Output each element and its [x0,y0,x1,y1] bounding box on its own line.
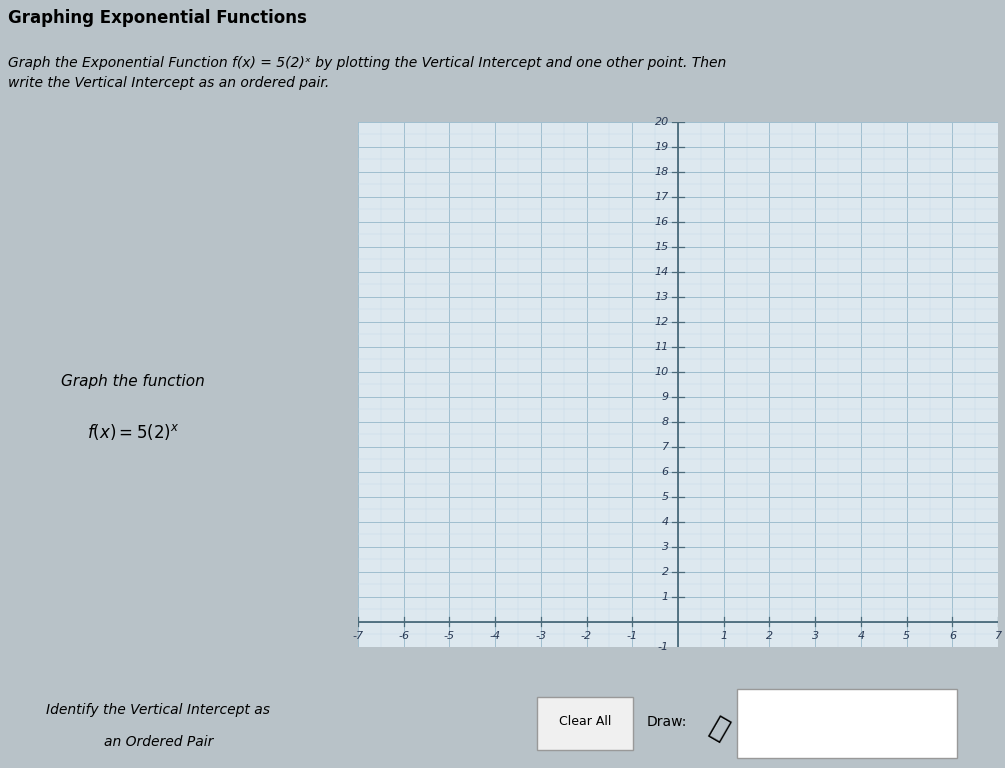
Text: 3: 3 [661,542,669,552]
Text: 13: 13 [654,292,669,302]
Text: -1: -1 [657,642,669,652]
Text: 15: 15 [654,242,669,252]
Text: -1: -1 [627,631,638,641]
Text: 10: 10 [654,367,669,377]
Text: ⤵: ⤵ [706,713,734,745]
FancyBboxPatch shape [737,689,957,758]
Text: 19: 19 [654,142,669,152]
Text: an Ordered Pair: an Ordered Pair [104,735,213,749]
Text: -7: -7 [353,631,364,641]
Text: -5: -5 [444,631,455,641]
Text: 18: 18 [654,167,669,177]
Text: 16: 16 [654,217,669,227]
Text: -2: -2 [581,631,592,641]
Text: 20: 20 [654,117,669,127]
Text: Draw:: Draw: [647,714,687,729]
Text: 17: 17 [654,192,669,202]
Text: write the Vertical Intercept as an ordered pair.: write the Vertical Intercept as an order… [8,75,330,90]
Text: 4: 4 [857,631,864,641]
Text: 1: 1 [721,631,728,641]
Text: Identify the Vertical Intercept as: Identify the Vertical Intercept as [46,703,270,717]
Text: -4: -4 [489,631,500,641]
Text: 6: 6 [949,631,956,641]
Text: 2: 2 [661,567,669,577]
Text: 7: 7 [995,631,1002,641]
Text: 5: 5 [661,492,669,502]
Text: 9: 9 [661,392,669,402]
Text: Graph the Exponential Function f(x) = 5(2)ˣ by plotting the Vertical Intercept a: Graph the Exponential Function f(x) = 5(… [8,56,727,71]
Text: 7: 7 [661,442,669,452]
Text: -6: -6 [398,631,409,641]
Text: 1: 1 [661,592,669,602]
Text: 12: 12 [654,317,669,327]
Text: 8: 8 [661,417,669,427]
Text: 5: 5 [903,631,911,641]
Text: -3: -3 [536,631,547,641]
Text: Graph the function: Graph the function [61,374,205,389]
FancyBboxPatch shape [537,697,633,750]
Text: 3: 3 [812,631,819,641]
Text: 14: 14 [654,266,669,277]
Text: 2: 2 [766,631,773,641]
Text: $f(x) = 5(2)^x$: $f(x) = 5(2)^x$ [86,422,179,442]
Text: 6: 6 [661,467,669,477]
Text: 4: 4 [661,517,669,527]
Text: Graphing Exponential Functions: Graphing Exponential Functions [8,8,307,27]
Text: Clear All: Clear All [559,715,611,728]
Text: 11: 11 [654,342,669,352]
